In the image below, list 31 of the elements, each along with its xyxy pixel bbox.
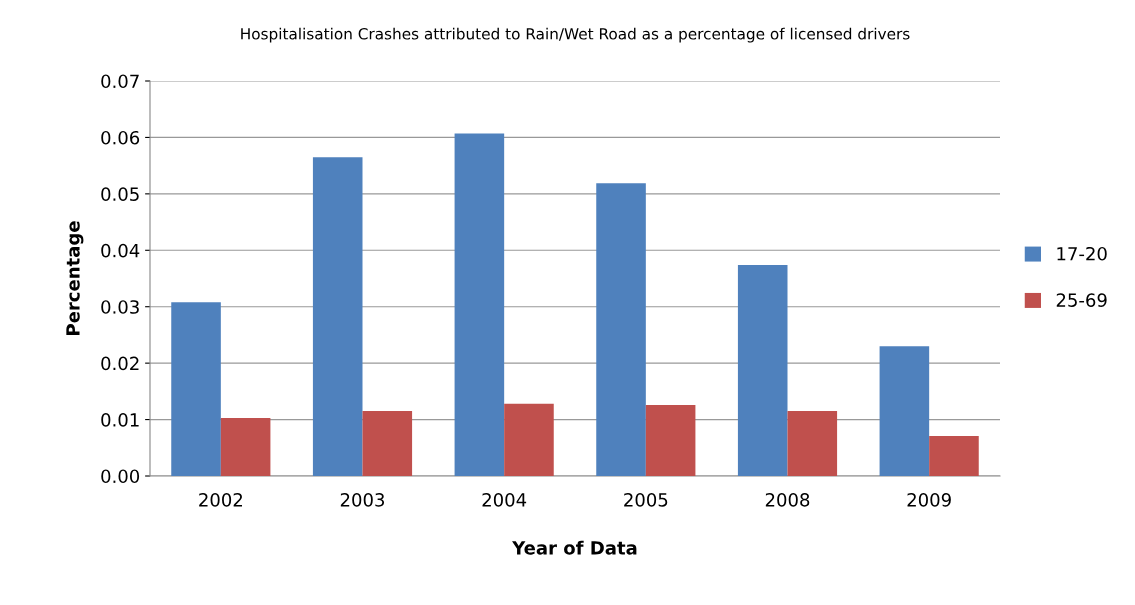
y-tick-label: 0.02 <box>101 356 139 371</box>
y-tick-label: 0.05 <box>101 187 139 201</box>
y-tick-label: 0.07 <box>101 74 139 89</box>
bar <box>362 411 413 476</box>
x-tick-label: 2005 <box>624 492 668 507</box>
x-axis-title: Year of Data <box>512 540 637 555</box>
bar <box>787 411 838 476</box>
y-tick-label: 0.03 <box>101 300 139 314</box>
bar <box>504 403 554 476</box>
bar <box>596 183 646 476</box>
x-tick-label: 2002 <box>199 492 242 507</box>
bar <box>879 346 930 476</box>
bar <box>312 157 363 476</box>
x-tick-label: 2009 <box>907 492 951 507</box>
x-tick-label: 2003 <box>340 492 385 507</box>
y-tick-label: 0.01 <box>101 413 139 427</box>
bar <box>220 417 271 476</box>
bar <box>929 435 979 476</box>
bar <box>737 264 788 476</box>
y-axis-title: Percentage <box>66 221 84 335</box>
y-tick-label: 0.04 <box>101 243 140 258</box>
legend-label: 25-69 <box>1056 293 1107 307</box>
y-tick-label: 0.00 <box>101 469 140 484</box>
bar <box>171 302 221 476</box>
legend-label: 17-20 <box>1057 246 1107 261</box>
y-tick-label: 0.06 <box>101 130 140 145</box>
x-tick-label: 2008 <box>765 492 810 507</box>
x-tick-label: 2004 <box>482 492 527 507</box>
chart-title: Hospitalisation Crashes attributed to Rain/Wet Road as a percentage of licensed drivers <box>241 27 910 43</box>
bar <box>454 133 505 476</box>
bar <box>645 404 696 476</box>
